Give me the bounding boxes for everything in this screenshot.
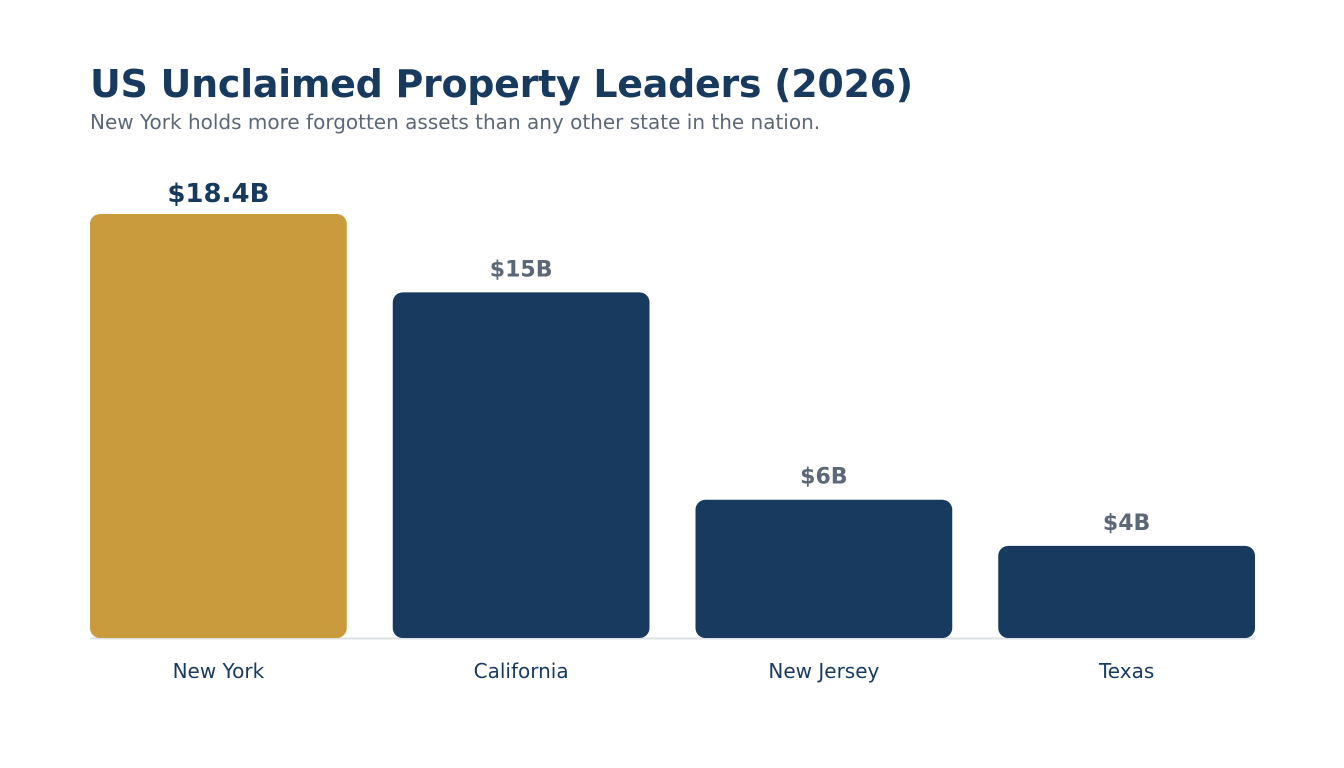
bar-texas xyxy=(998,545,1255,638)
value-label-california: $15B xyxy=(490,257,553,282)
value-label-new-york: $18.4B xyxy=(167,179,269,209)
chart-title: US Unclaimed Property Leaders (2026) xyxy=(90,62,913,106)
value-label-texas: $4B xyxy=(1103,511,1150,536)
bar-california xyxy=(392,292,650,638)
bar-new-jersey xyxy=(695,499,953,638)
category-label-california: California xyxy=(474,659,569,683)
bar-new-york xyxy=(90,214,347,638)
category-label-new-york: New York xyxy=(173,659,265,683)
category-label-new-jersey: New Jersey xyxy=(768,659,879,683)
category-label-texas: Texas xyxy=(1098,659,1154,683)
value-label-new-jersey: $6B xyxy=(800,465,847,490)
chart-subtitle: New York holds more forgotten assets tha… xyxy=(90,110,821,134)
